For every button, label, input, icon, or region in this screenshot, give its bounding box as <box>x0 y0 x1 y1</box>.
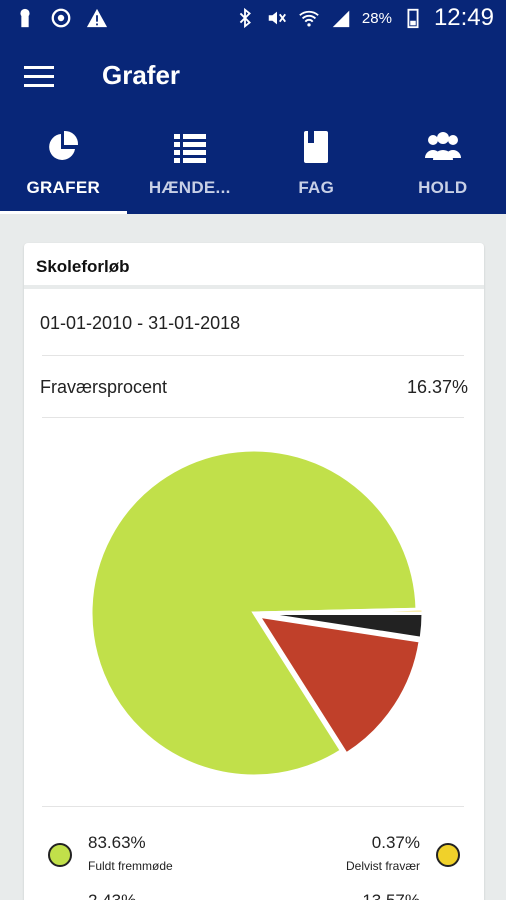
legend-label: Delvist fravær <box>345 859 420 873</box>
schooling-card: Skoleforløb 01-01-2010 - 31-01-2018 Frav… <box>24 243 484 900</box>
clock: 12:49 <box>433 4 494 31</box>
card-title: Skoleforløb <box>24 243 484 289</box>
tab-hold[interactable]: HOLD <box>380 116 506 214</box>
tab-fag[interactable]: FAG <box>253 116 380 214</box>
legend-item-partial: 0.37% Delvist fravær <box>346 833 460 873</box>
keyhole-icon <box>20 8 30 28</box>
pie-slice-2 <box>255 614 422 756</box>
group-icon <box>424 132 461 160</box>
bluetooth-icon <box>239 7 251 29</box>
absence-row: Fraværsprocent 16.37% <box>40 377 468 398</box>
pie-chart-icon <box>49 130 79 160</box>
warning-icon <box>86 8 108 28</box>
legend-label: Fuldt fremmøde <box>88 859 173 873</box>
divider <box>42 355 464 356</box>
pie-slice-fuldt-fremm-de <box>89 448 419 778</box>
tab-label: FAG <box>298 178 335 197</box>
menu-icon[interactable] <box>24 66 54 88</box>
app-bar: Grafer <box>0 38 506 116</box>
sync-icon <box>51 8 71 28</box>
battery-percent: 28% <box>361 9 392 27</box>
legend-percent-partial: 2.43% <box>88 891 136 900</box>
mute-icon <box>268 11 286 25</box>
date-range: 01-01-2010 - 31-01-2018 <box>40 313 241 333</box>
book-icon <box>304 131 329 163</box>
pie-slice-delvist-frav-r <box>259 607 424 615</box>
legend-percent: 0.37% <box>371 833 420 852</box>
legend-dot-partial <box>436 843 460 867</box>
attendance-pie-chart <box>89 448 424 778</box>
divider <box>42 417 464 418</box>
tab-label: HÆNDE... <box>148 178 231 197</box>
app-title: Grafer <box>102 60 181 90</box>
divider <box>42 806 464 807</box>
tab-grafer[interactable]: GRAFER <box>0 116 127 214</box>
tab-label: GRAFER <box>26 178 101 197</box>
legend-item-present: 83.63% Fuldt fremmøde <box>48 833 173 873</box>
battery-icon <box>407 8 419 29</box>
list-icon <box>173 134 206 163</box>
legend-percent: 83.63% <box>88 833 146 852</box>
tab-haendelser[interactable]: HÆNDE... <box>127 116 254 214</box>
tab-label: HOLD <box>418 178 468 197</box>
absence-value: 16.37% <box>406 377 468 397</box>
status-bar: 28% 12:49 <box>0 0 506 38</box>
legend-dot-present <box>48 843 72 867</box>
absence-label: Fraværsprocent <box>40 377 168 397</box>
tab-bar: GRAFER HÆNDE... FAG HOLD <box>0 116 506 214</box>
legend-percent-partial: 13.57% <box>362 891 420 900</box>
wifi-icon <box>299 10 319 27</box>
signal-icon <box>332 10 350 28</box>
